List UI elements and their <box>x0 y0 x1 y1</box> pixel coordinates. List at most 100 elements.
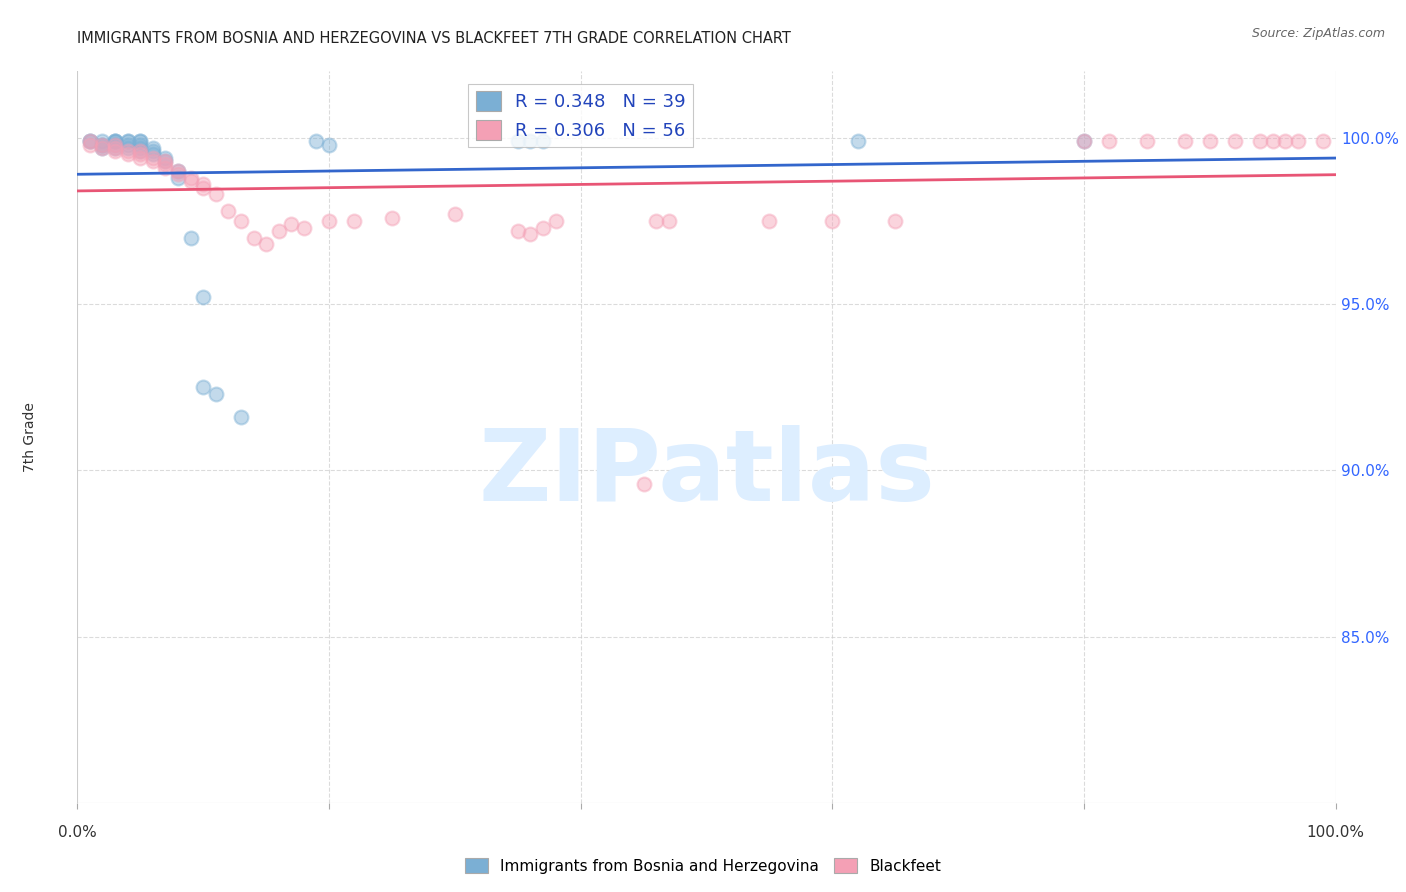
Point <box>846 134 869 148</box>
Point <box>117 141 139 155</box>
Point <box>1073 134 1095 148</box>
Point <box>229 214 252 228</box>
Text: Source: ZipAtlas.com: Source: ZipAtlas.com <box>1251 27 1385 40</box>
Point <box>884 214 907 228</box>
Point <box>318 214 340 228</box>
Point <box>167 168 190 182</box>
Point <box>267 224 290 238</box>
Point <box>519 134 541 148</box>
Point <box>79 134 101 148</box>
Point <box>292 220 315 235</box>
Point <box>129 144 152 158</box>
Point <box>117 147 139 161</box>
Point <box>191 180 215 194</box>
Point <box>155 151 177 165</box>
Text: 7th Grade: 7th Grade <box>22 402 37 472</box>
Point <box>444 207 467 221</box>
Point <box>531 220 554 235</box>
Point <box>1073 134 1095 148</box>
Point <box>531 134 554 148</box>
Point <box>217 204 239 219</box>
Point <box>91 134 114 148</box>
Point <box>242 230 264 244</box>
Point <box>155 154 177 169</box>
Point <box>191 178 215 192</box>
Text: ZIPatlas: ZIPatlas <box>478 425 935 522</box>
Point <box>180 230 202 244</box>
Point <box>104 134 127 148</box>
Legend: Immigrants from Bosnia and Herzegovina, Blackfeet: Immigrants from Bosnia and Herzegovina, … <box>458 852 948 880</box>
Point <box>1136 134 1159 148</box>
Point <box>381 211 404 225</box>
Point <box>254 237 277 252</box>
Point <box>1223 134 1246 148</box>
Point <box>104 137 127 152</box>
Point <box>155 161 177 175</box>
Point <box>129 137 152 152</box>
Point <box>506 224 529 238</box>
Point <box>104 134 127 148</box>
Point <box>229 410 252 425</box>
Point <box>318 137 340 152</box>
Point <box>204 187 226 202</box>
Point <box>658 214 681 228</box>
Point <box>180 170 202 185</box>
Point <box>129 147 152 161</box>
Point <box>155 157 177 171</box>
Point <box>142 144 165 158</box>
Point <box>142 151 165 165</box>
Point <box>117 144 139 158</box>
Point <box>155 154 177 169</box>
Point <box>1199 134 1222 148</box>
Point <box>91 137 114 152</box>
Point <box>79 134 101 148</box>
Text: 0.0%: 0.0% <box>58 825 97 840</box>
Point <box>117 134 139 148</box>
Point <box>544 214 567 228</box>
Point <box>104 141 127 155</box>
Point <box>91 137 114 152</box>
Point <box>129 151 152 165</box>
Point <box>1312 134 1334 148</box>
Point <box>204 387 226 401</box>
Point <box>167 170 190 185</box>
Point <box>1274 134 1296 148</box>
Point <box>506 134 529 148</box>
Point <box>91 141 114 155</box>
Point <box>343 214 366 228</box>
Point <box>305 134 328 148</box>
Point <box>758 214 780 228</box>
Point <box>104 144 127 158</box>
Point <box>104 137 127 152</box>
Point <box>129 134 152 148</box>
Point <box>1098 134 1121 148</box>
Point <box>1249 134 1271 148</box>
Point <box>104 134 127 148</box>
Point <box>191 290 215 304</box>
Point <box>1286 134 1309 148</box>
Point <box>1174 134 1197 148</box>
Point <box>167 164 190 178</box>
Point <box>91 141 114 155</box>
Point <box>117 137 139 152</box>
Point <box>129 134 152 148</box>
Point <box>633 476 655 491</box>
Point <box>191 380 215 394</box>
Point <box>104 141 127 155</box>
Point <box>167 164 190 178</box>
Point <box>280 217 302 231</box>
Point <box>821 214 844 228</box>
Legend: R = 0.348   N = 39, R = 0.306   N = 56: R = 0.348 N = 39, R = 0.306 N = 56 <box>468 84 693 147</box>
Point <box>645 214 668 228</box>
Point <box>91 137 114 152</box>
Point <box>79 134 101 148</box>
Text: IMMIGRANTS FROM BOSNIA AND HERZEGOVINA VS BLACKFEET 7TH GRADE CORRELATION CHART: IMMIGRANTS FROM BOSNIA AND HERZEGOVINA V… <box>77 31 792 46</box>
Point <box>129 141 152 155</box>
Point <box>142 141 165 155</box>
Point <box>79 137 101 152</box>
Point <box>180 174 202 188</box>
Point <box>142 147 165 161</box>
Point <box>1261 134 1284 148</box>
Point <box>142 154 165 169</box>
Point <box>117 134 139 148</box>
